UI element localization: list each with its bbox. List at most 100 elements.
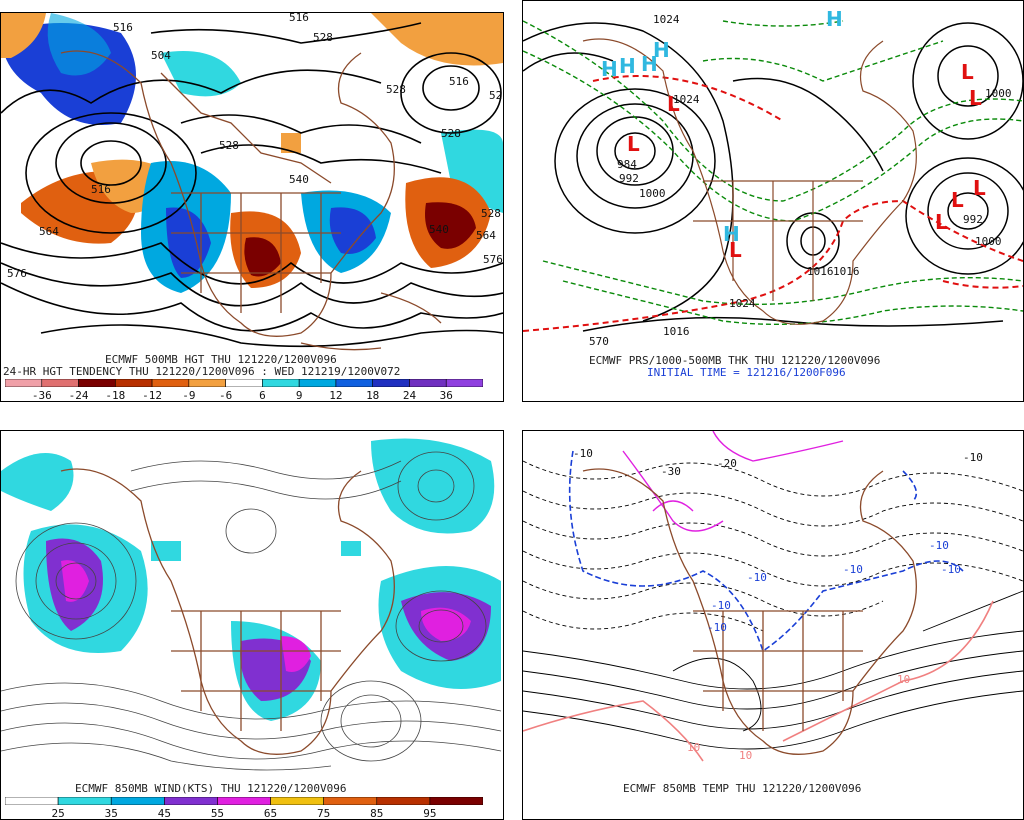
- svg-text:992: 992: [619, 172, 639, 185]
- svg-text:-10: -10: [941, 563, 961, 576]
- tendency-colorbar-tick: 9: [295, 389, 303, 402]
- height-contours: [1, 22, 503, 348]
- svg-text:L: L: [973, 176, 986, 200]
- svg-text:528: 528: [386, 83, 406, 96]
- tendency-colorbar-swatch: [151, 379, 190, 387]
- tendency-colorbar-swatch: [78, 379, 116, 387]
- wind-colorbar-swatch: [164, 797, 218, 805]
- tendency-colorbar-swatch: [115, 379, 153, 387]
- coastlines: [582, 468, 917, 755]
- svg-text:540: 540: [289, 173, 309, 186]
- tendency-colorbar-swatch: [5, 379, 43, 387]
- temp-contours-cold: [523, 460, 1023, 632]
- isobars: [523, 22, 1023, 332]
- wind-colorbar-tick: 65: [263, 807, 278, 820]
- panel-pressure-thickness: 1024 984 992 1000 1000 1024 1016 1016 10…: [522, 0, 1024, 402]
- svg-text:516: 516: [449, 75, 469, 88]
- wind-colorbar-swatch: [110, 797, 165, 805]
- svg-text:10: 10: [687, 741, 700, 754]
- svg-text:540: 540: [429, 223, 449, 236]
- svg-text:516: 516: [289, 13, 309, 24]
- thickness-cold: [523, 20, 1023, 326]
- panel-title-850mb-wind: ECMWF 850MB WIND(KTS) THU 121220/1200V09…: [75, 782, 347, 795]
- coastlines: [582, 38, 917, 325]
- tendency-colorbar-tick: -24: [68, 389, 89, 402]
- wind-colorbar-swatch: [5, 797, 59, 805]
- svg-text:1024: 1024: [673, 93, 700, 106]
- panel-title-500mb: ECMWF 500MB HGT THU 121220/1200V096: [105, 353, 337, 366]
- svg-text:528: 528: [489, 89, 503, 102]
- svg-text:1000: 1000: [975, 235, 1002, 248]
- panel-850mb-wind: ECMWF 850MB WIND(KTS) THU 121220/1200V09…: [0, 430, 504, 820]
- svg-text:1024: 1024: [653, 13, 680, 26]
- map-850mb-temp: -10 -30 -20 -10 -10 -10 -10 -10 -10 10 1…: [523, 431, 1023, 762]
- pressure-centers: H H H H H H L L L L L L L L: [601, 7, 986, 262]
- svg-text:L: L: [729, 238, 742, 262]
- tendency-colorbar-swatch: [41, 379, 79, 387]
- tendency-colorbar-swatch: [409, 379, 447, 387]
- tendency-colorbar-tick: -6: [218, 389, 233, 402]
- tendency-colorbar-tick: 36: [439, 389, 453, 402]
- svg-text:L: L: [627, 132, 640, 156]
- svg-text:-10: -10: [747, 571, 767, 584]
- svg-text:984: 984: [617, 158, 637, 171]
- svg-text:1016: 1016: [807, 265, 834, 278]
- tendency-colorbar-tick: -12: [142, 389, 162, 402]
- panel-title-850mb-temp: ECMWF 850MB TEMP THU 121220/1200V096: [623, 782, 862, 795]
- tendency-colorbar-tick: -36: [31, 389, 52, 402]
- thickness-warm: [523, 75, 1023, 332]
- tendency-colorbar-swatch: [445, 379, 483, 387]
- coastlines: [60, 468, 395, 755]
- svg-text:504: 504: [151, 49, 171, 62]
- panel-subtitle-500mb: 24-HR HGT TENDENCY THU 121220/1200V096 :…: [3, 365, 401, 378]
- wind-colorbar-swatch: [376, 797, 431, 805]
- wind-colorbar-swatch: [270, 797, 324, 805]
- svg-text:10: 10: [739, 749, 752, 762]
- svg-text:L: L: [667, 92, 680, 116]
- tendency-colorbar-tick: -9: [182, 389, 196, 402]
- svg-text:10: 10: [897, 673, 910, 686]
- svg-text:528: 528: [481, 207, 501, 220]
- coastlines: [60, 50, 442, 351]
- svg-text:-10: -10: [843, 563, 863, 576]
- wind-colorbar-swatch: [57, 797, 112, 805]
- svg-text:1016: 1016: [663, 325, 690, 338]
- tendency-colorbar-swatch: [372, 379, 410, 387]
- map-500mb-height: 516 504 516 528 528 516 528 540 528 516 …: [1, 13, 503, 351]
- map-850mb-wind: [1, 438, 502, 771]
- wind-colorbar: [5, 797, 483, 805]
- svg-text:992: 992: [963, 213, 983, 226]
- svg-text:570: 570: [589, 335, 609, 348]
- panel-title-prs-thk: ECMWF PRS/1000-500MB THK THU 121220/1200…: [589, 354, 881, 367]
- wind-colorbar-swatch: [429, 797, 483, 805]
- temp-contour-labels: -10 -30 -20 -10 -10 -10 -10 -10 -10 10 1…: [573, 447, 983, 762]
- tendency-colorbar-swatch: [262, 379, 300, 387]
- svg-text:564: 564: [39, 225, 59, 238]
- wind-colorbar-tick: 55: [210, 807, 225, 820]
- height-contour-labels: 516 504 516 528 528 516 528 540 528 516 …: [7, 13, 503, 280]
- wind-colorbar-tick: 25: [51, 807, 65, 820]
- svg-text:576: 576: [483, 253, 503, 266]
- tendency-colorbar-swatch: [335, 379, 373, 387]
- tendency-colorbar-tick: 6: [259, 389, 266, 402]
- svg-text:528: 528: [441, 127, 461, 140]
- svg-text:564: 564: [476, 229, 496, 242]
- panel-initial-time: INITIAL TIME = 121216/1200F096: [647, 366, 846, 379]
- svg-text:1024: 1024: [729, 297, 756, 310]
- tendency-colorbar-swatch: [225, 379, 263, 387]
- tendency-colorbar-tick: 18: [366, 389, 380, 402]
- svg-text:L: L: [969, 86, 982, 110]
- svg-text:H: H: [601, 57, 618, 81]
- temp-warm-contour: [523, 600, 994, 762]
- svg-text:1000: 1000: [639, 187, 666, 200]
- svg-text:H: H: [723, 222, 740, 246]
- svg-text:L: L: [935, 210, 948, 234]
- svg-text:H: H: [641, 52, 658, 76]
- svg-text:1016: 1016: [833, 265, 860, 278]
- tendency-colorbar-tick: 24: [402, 389, 417, 402]
- svg-text:516: 516: [113, 21, 133, 34]
- wind-colorbar-tick: 35: [104, 807, 118, 820]
- temp-contours-warm: [523, 590, 1023, 750]
- svg-text:L: L: [951, 188, 964, 212]
- tendency-colorbar-swatch: [188, 379, 226, 387]
